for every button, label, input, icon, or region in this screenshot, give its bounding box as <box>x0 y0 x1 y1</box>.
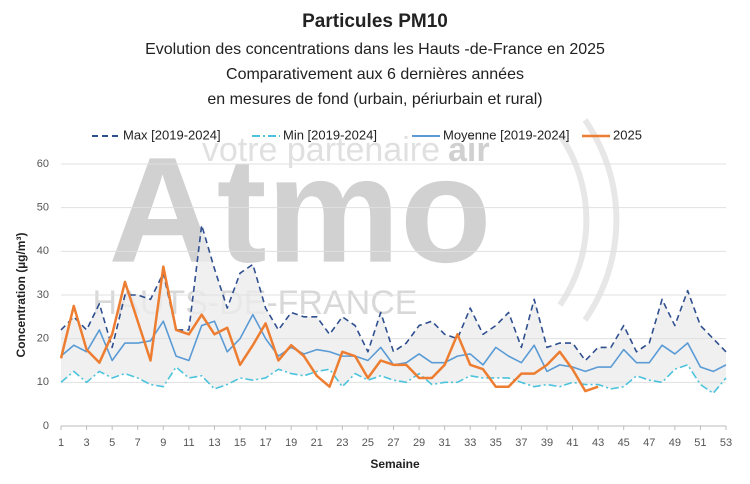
x-tick-label: 39 <box>541 437 553 449</box>
legend-label: Min [2019-2024] <box>283 127 377 142</box>
chart-subtitle: Evolution des concentrations dans les Ha… <box>145 41 605 58</box>
legend-item: 2025 <box>582 127 642 142</box>
x-tick-label: 15 <box>234 437 246 449</box>
x-tick-label: 19 <box>285 437 297 449</box>
x-tick-label: 49 <box>669 437 681 449</box>
x-tick-label: 29 <box>413 437 425 449</box>
x-tick-label: 11 <box>183 437 194 449</box>
series-line <box>59 265 599 393</box>
x-tick-label: 25 <box>362 437 374 449</box>
legend-label: Moyenne [2019-2024] <box>443 127 569 142</box>
x-tick-label: 7 <box>135 437 141 449</box>
x-tick-label: 35 <box>490 437 502 449</box>
x-tick-label: 43 <box>592 437 604 449</box>
x-tick-label: 1 <box>58 437 64 449</box>
legend-label: 2025 <box>613 127 642 142</box>
y-tick-label: 60 <box>37 158 49 170</box>
x-tick-label: 9 <box>160 437 166 449</box>
x-tick-label: 13 <box>208 437 220 449</box>
x-axis-label: Semaine <box>370 457 420 471</box>
y-tick-label: 40 <box>37 245 49 257</box>
x-tick-label: 53 <box>720 437 732 449</box>
x-tick-label: 21 <box>311 437 323 449</box>
watermark-logo: Atmo <box>108 126 491 294</box>
x-tick-label: 37 <box>515 437 527 449</box>
y-tick-label: 20 <box>37 333 49 345</box>
y-tick-label: 0 <box>43 420 49 432</box>
legend-item: Moyenne [2019-2024] <box>412 127 569 142</box>
y-tick-label: 50 <box>37 202 49 214</box>
y-axis-label: Concentration (µg/m³) <box>14 233 28 358</box>
watermark-arc <box>582 118 620 322</box>
x-tick-label: 31 <box>439 437 451 449</box>
legend-item: Min [2019-2024] <box>252 127 377 142</box>
x-tick-label: 41 <box>566 437 578 449</box>
x-tick-label: 47 <box>643 437 655 449</box>
x-tick-label: 51 <box>694 437 706 449</box>
watermark-tagline-bold: air <box>448 131 490 169</box>
legend-label: Max [2019-2024] <box>123 127 221 142</box>
watermark-arc <box>557 133 590 307</box>
y-tick-label: 30 <box>37 289 49 301</box>
series-line <box>60 364 727 395</box>
legend-item: Max [2019-2024] <box>92 127 221 142</box>
watermark: Atmo votre partenaire air HAUTS-DE-FRANC… <box>93 118 620 322</box>
x-tick-label: 27 <box>387 437 399 449</box>
chart-subtitle: en mesures de fond (urbain, périurbain e… <box>207 91 542 108</box>
y-tick-label: 10 <box>37 376 49 388</box>
x-tick-label: 33 <box>464 437 476 449</box>
x-tick-label: 3 <box>84 437 90 449</box>
x-tick-label: 23 <box>336 437 348 449</box>
chart-subtitle: Comparativement aux 6 dernières années <box>226 66 524 83</box>
chart-title: Particules PM10 <box>302 11 448 32</box>
x-tick-label: 17 <box>259 437 271 449</box>
watermark-tagline: votre partenaire <box>202 131 440 169</box>
x-tick-label: 5 <box>109 437 115 449</box>
x-tick-label: 45 <box>618 437 630 449</box>
